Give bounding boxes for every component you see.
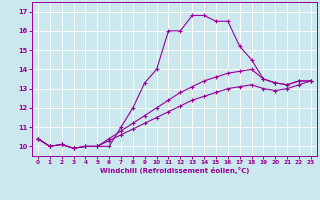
X-axis label: Windchill (Refroidissement éolien,°C): Windchill (Refroidissement éolien,°C) bbox=[100, 167, 249, 174]
